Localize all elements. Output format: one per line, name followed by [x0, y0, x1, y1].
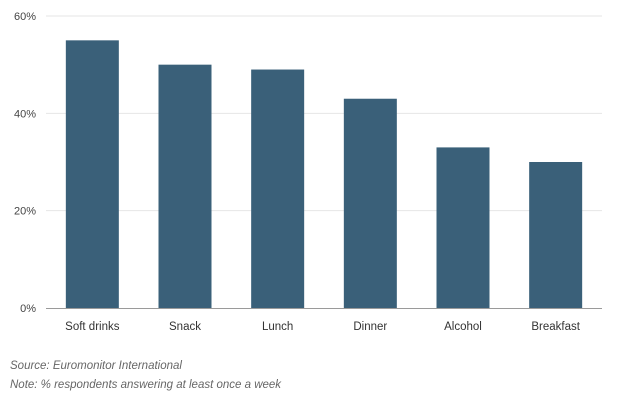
bar-breakfast [529, 162, 583, 308]
respondent-note: Note: % respondents answering at least o… [10, 379, 282, 391]
x-category-label: Alcohol [444, 321, 482, 333]
bar-soft-drinks [65, 40, 119, 308]
x-category-label: Breakfast [531, 321, 580, 333]
bar-chart: 0% 20% 40% 60% Soft drinks Snack Lunch Dinner Al… [14, 11, 602, 333]
bar-dinner [343, 98, 397, 308]
x-category-label: Soft drinks [65, 321, 120, 333]
source-note: Source: Euromonitor International [10, 360, 182, 372]
y-tick-label: 40% [14, 108, 36, 120]
y-tick-label: 20% [14, 206, 36, 218]
x-category-label: Lunch [262, 321, 293, 333]
bar-lunch [251, 69, 305, 309]
bar-alcohol [436, 147, 490, 308]
y-tick-label: 0% [20, 303, 36, 315]
x-category-label: Dinner [353, 321, 387, 333]
bar-snack [158, 64, 212, 309]
y-tick-label: 60% [14, 11, 36, 23]
x-category-label: Snack [169, 321, 201, 333]
